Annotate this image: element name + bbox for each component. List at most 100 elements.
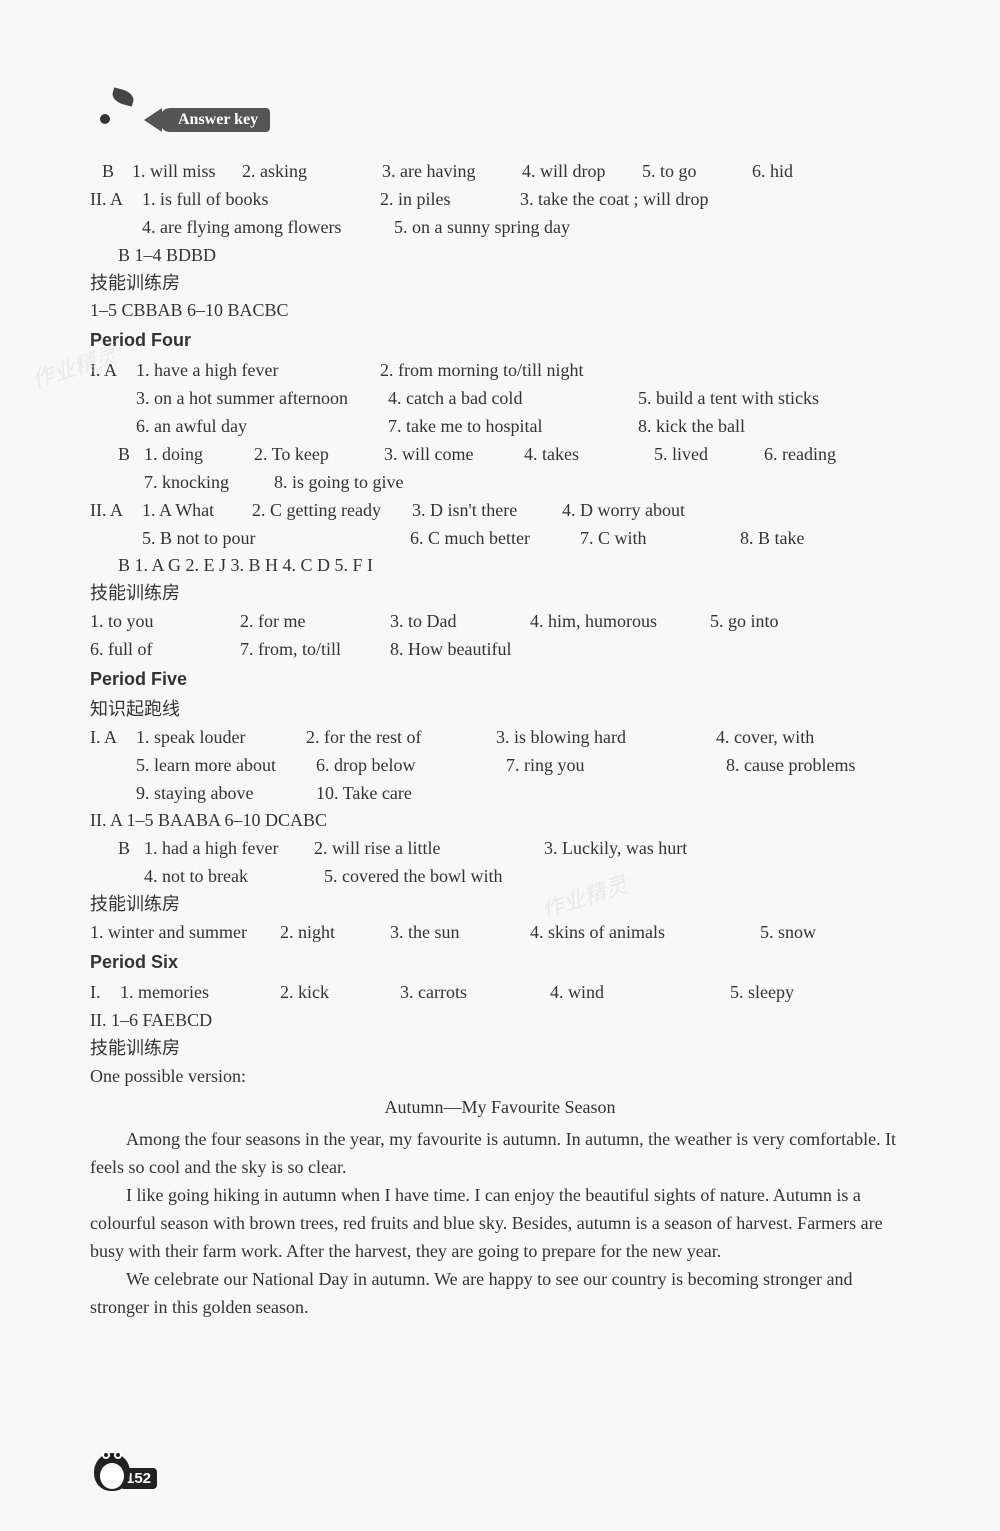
answer: 4. takes — [524, 441, 654, 469]
answer: 1. speak louder — [136, 724, 306, 752]
essay-paragraph: I like going hiking in autumn when I hav… — [90, 1182, 910, 1266]
prefix: B — [118, 441, 144, 469]
row: 9. staying above 10. Take care — [128, 780, 910, 808]
essay-paragraph: We celebrate our National Day in autumn.… — [90, 1266, 910, 1322]
row: I. 1. memories 2. kick 3. carrots 4. win… — [90, 979, 910, 1007]
prefix: II. A — [90, 186, 142, 214]
row: B 1. A G 2. E J 3. B H 4. C D 5. F I — [118, 552, 910, 580]
answer: 4. him, humorous — [530, 608, 710, 636]
answer: 4. cover, with — [716, 724, 832, 752]
answer: B 1–4 BDBD — [118, 242, 234, 270]
answer: 3. is blowing hard — [496, 724, 716, 752]
answer: 4. skins of animals — [530, 919, 760, 947]
answer: 1. have a high fever — [136, 357, 380, 385]
row: 5. learn more about 6. drop below 7. rin… — [128, 752, 910, 780]
answer: 2. for the rest of — [306, 724, 496, 752]
prefix: B — [118, 835, 144, 863]
row: I. A 1. speak louder 2. for the rest of … — [90, 724, 910, 752]
answer: 2. kick — [280, 979, 400, 1007]
answer: 8. How beautiful — [390, 636, 529, 664]
answer: 9. staying above — [136, 780, 316, 808]
answer: 7. knocking — [144, 469, 274, 497]
answer: 5. learn more about — [136, 752, 316, 780]
answer: 2. from morning to/till night — [380, 357, 602, 385]
answer: 10. Take care — [316, 780, 430, 808]
answer: 5. covered the bowl with — [324, 863, 520, 891]
answer: 1–5 CBBAB 6–10 BACBC — [90, 297, 910, 325]
answer: 1. had a high fever — [144, 835, 314, 863]
answer: 3. take the coat ; will drop — [520, 186, 726, 214]
answer: 5. to go — [642, 158, 752, 186]
answer: 4. D worry about — [562, 497, 703, 525]
answer: 5. B not to pour — [142, 525, 410, 553]
answer: 1. to you — [90, 608, 240, 636]
answer: 7. C with — [580, 525, 740, 553]
answer: 1. is full of books — [142, 186, 380, 214]
row: B 1–4 BDBD — [118, 242, 910, 270]
answer: 5. sleepy — [730, 979, 812, 1007]
answer: 4. not to break — [144, 863, 324, 891]
row: 7. knocking 8. is going to give — [128, 469, 910, 497]
answer: 3. D isn't there — [412, 497, 562, 525]
answer: 5. on a sunny spring day — [394, 214, 588, 242]
row: 5. B not to pour 6. C much better 7. C w… — [128, 525, 910, 553]
answer: 7. from, to/till — [240, 636, 390, 664]
answer: II. A 1–5 BAABA 6–10 DCABC — [90, 807, 910, 835]
row: B 1. doing 2. To keep 3. will come 4. ta… — [118, 441, 910, 469]
penguin-icon — [90, 1443, 134, 1491]
answer: 2. C getting ready — [252, 497, 412, 525]
answer: 6. drop below — [316, 752, 506, 780]
answer: 8. kick the ball — [638, 413, 763, 441]
leaf-icon — [94, 90, 134, 130]
prefix: I. — [90, 979, 120, 1007]
prefix: I. A — [90, 724, 136, 752]
answer: 4. are flying among flowers — [142, 214, 394, 242]
row: 1. winter and summer 2. night 3. the sun… — [90, 919, 910, 947]
answer: 3. on a hot summer afternoon — [136, 385, 388, 413]
answer: II. 1–6 FAEBCD — [90, 1007, 910, 1035]
version-line: One possible version: — [90, 1063, 910, 1091]
answer: 3. will come — [384, 441, 524, 469]
row: 6. full of 7. from, to/till 8. How beaut… — [90, 636, 910, 664]
answer: 5. snow — [760, 919, 834, 947]
answer: 3. Luckily, was hurt — [544, 835, 705, 863]
answer: 3. to Dad — [390, 608, 530, 636]
page-number-badge: 152 — [90, 1443, 157, 1491]
row: 3. on a hot summer afternoon 4. catch a … — [128, 385, 910, 413]
answer: 5. go into — [710, 608, 797, 636]
row: II. A 1. A What 2. C getting ready 3. D … — [90, 497, 910, 525]
essay-title: Autumn—My Favourite Season — [90, 1094, 910, 1122]
answer: 2. will rise a little — [314, 835, 544, 863]
answer: 2. in piles — [380, 186, 520, 214]
answer: 6. reading — [764, 441, 854, 469]
answer: 5. lived — [654, 441, 764, 469]
answer: 8. cause problems — [726, 752, 873, 780]
row: 6. an awful day 7. take me to hospital 8… — [128, 413, 910, 441]
answer: 6. hid — [752, 158, 811, 186]
row: 4. not to break 5. covered the bowl with — [128, 863, 910, 891]
section-label: 技能训练房 — [90, 580, 910, 608]
answer: 5. build a tent with sticks — [638, 385, 837, 413]
row: I. A 1. have a high fever 2. from mornin… — [90, 357, 910, 385]
row: B 1. will miss 2. asking 3. are having 4… — [102, 158, 910, 186]
header: Answer key — [94, 90, 910, 130]
period-heading: Period Four — [90, 327, 910, 355]
section-label: 知识起跑线 — [90, 696, 910, 724]
period-heading: Period Five — [90, 666, 910, 694]
row: II. A 1. is full of books 2. in piles 3.… — [90, 186, 910, 214]
answer: 2. night — [280, 919, 390, 947]
answer: 4. catch a bad cold — [388, 385, 638, 413]
essay: Autumn—My Favourite Season Among the fou… — [90, 1094, 910, 1321]
answer: 3. carrots — [400, 979, 550, 1007]
answer: 6. full of — [90, 636, 240, 664]
row: 1. to you 2. for me 3. to Dad 4. him, hu… — [90, 608, 910, 636]
answer: 4. wind — [550, 979, 730, 1007]
answer-content: B 1. will miss 2. asking 3. are having 4… — [90, 158, 910, 1322]
section-label: 技能训练房 — [90, 891, 910, 919]
answer: 2. asking — [242, 158, 382, 186]
prefix: B — [102, 158, 132, 186]
header-title: Answer key — [160, 108, 270, 132]
answer: 1. winter and summer — [90, 919, 280, 947]
answer: 1. A What — [142, 497, 252, 525]
answer: 1. memories — [120, 979, 280, 1007]
